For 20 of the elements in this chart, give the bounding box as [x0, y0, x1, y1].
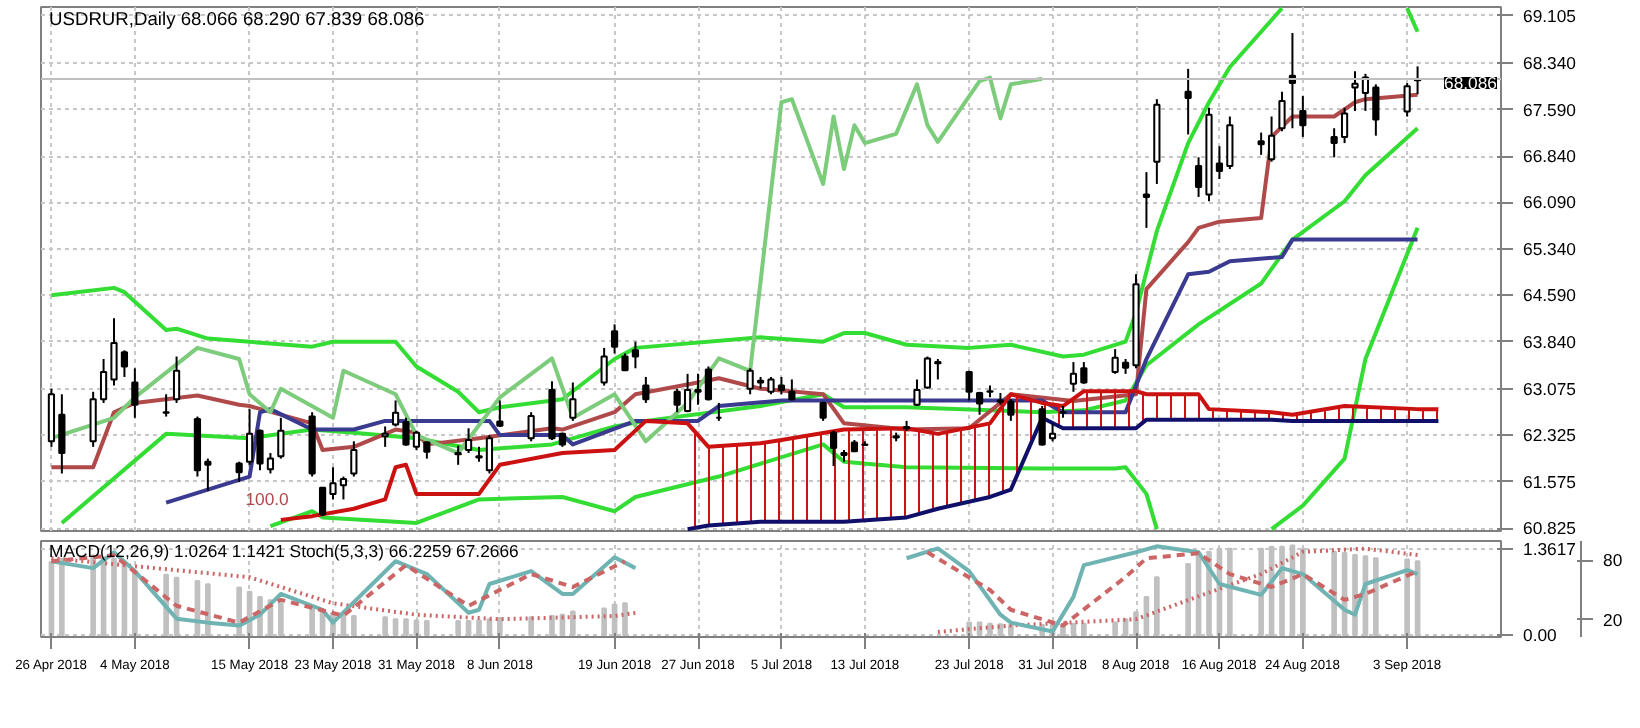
y-tick-label: 63.840	[1523, 331, 1577, 352]
y-tick-label: 68.340	[1523, 53, 1577, 74]
y2-tick-label: 80	[1603, 550, 1623, 571]
y-tick-label: 1.3617	[1523, 538, 1577, 559]
annotation: 100.0	[245, 488, 290, 509]
y-tick-label: 66.840	[1523, 146, 1577, 167]
chart-title: USDRUR,Daily 68.066 68.290 67.839 68.086	[49, 9, 425, 29]
y-tick-label: 60.825	[1523, 518, 1577, 539]
y-tick-label: 64.590	[1523, 285, 1577, 306]
annotation: MACD(12,26,9) 1.0264 1.1421 Stoch(5,3,3) 66.2259 67.2666	[49, 541, 520, 561]
y2-tick-label: 20	[1603, 609, 1623, 630]
y-tick-label: 69.105	[1523, 5, 1577, 26]
y-tick-label: 67.590	[1523, 99, 1577, 120]
y-tick-label: 0.00	[1523, 625, 1558, 646]
ref-line-label: 68.086	[1444, 73, 1498, 94]
y-tick-label: 63.075	[1523, 379, 1577, 400]
y-tick-label: 62.325	[1523, 425, 1577, 446]
y-tick-label: 66.090	[1523, 192, 1577, 213]
y-tick-label: 61.575	[1523, 471, 1577, 492]
y-tick-label: 65.340	[1523, 238, 1577, 259]
